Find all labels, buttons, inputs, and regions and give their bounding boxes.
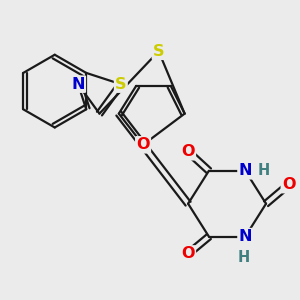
Text: N: N [71,77,85,92]
Text: H: H [237,250,250,265]
Text: O: O [182,246,195,261]
Text: N: N [238,229,252,244]
Text: N: N [238,163,252,178]
Text: S: S [153,44,164,59]
Text: O: O [182,144,195,159]
Text: H: H [257,163,270,178]
Text: O: O [136,137,150,152]
Text: O: O [282,177,295,192]
Text: S: S [115,77,127,92]
